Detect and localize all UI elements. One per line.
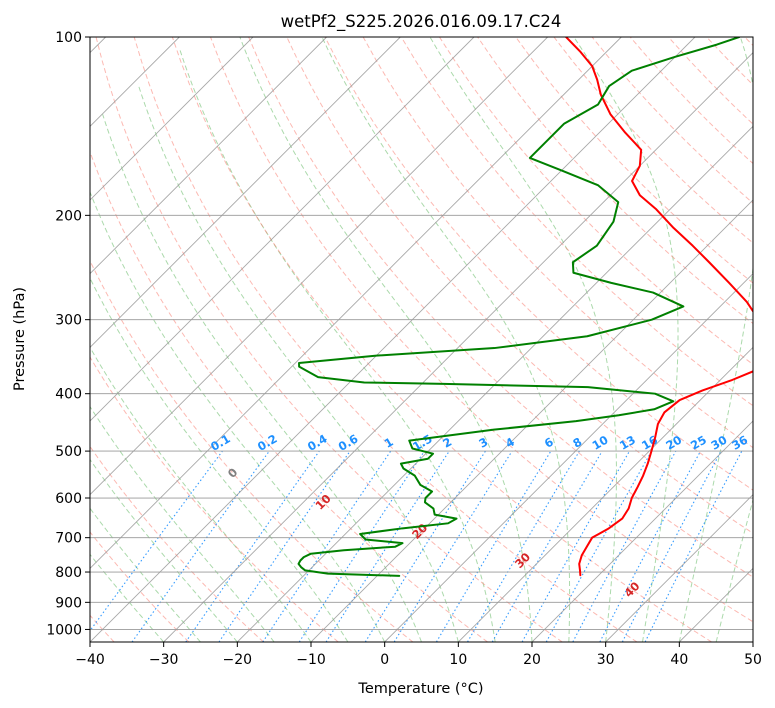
moist-adiabat-line xyxy=(321,37,571,642)
mixing-ratio-label: 10 xyxy=(590,433,611,453)
moist-adiabat-line xyxy=(715,498,753,642)
isotherm-line xyxy=(531,420,753,642)
x-tick-label: −40 xyxy=(75,652,105,668)
x-tick-label: 20 xyxy=(523,652,541,668)
y-axis: 100 200 300 400 500 600 700 800 900 1000 xyxy=(46,30,90,638)
y-tick-label: 200 xyxy=(55,208,82,224)
temperature-profile-line xyxy=(565,37,753,577)
x-tick-label: 30 xyxy=(597,652,615,668)
y-tick-label: 400 xyxy=(55,387,82,403)
moist-adiabat-line xyxy=(239,37,533,642)
isotherm-line xyxy=(90,37,475,422)
dry-adiabat-line xyxy=(90,445,264,642)
mixing-ratio-line xyxy=(262,450,392,642)
y-tick-label: 1000 xyxy=(46,622,82,638)
isotherm-line xyxy=(458,346,753,642)
dry-adiabat-line xyxy=(171,37,712,642)
isotherm-line xyxy=(90,37,696,642)
dry-adiabat-line xyxy=(400,37,753,407)
mixing-ratio-line xyxy=(325,450,450,642)
mixing-ratio-line xyxy=(644,450,743,642)
mixing-ratio-label: 13 xyxy=(617,433,638,453)
x-axis-label: Temperature (°C) xyxy=(357,681,483,697)
dry-adiabat-line xyxy=(439,37,753,366)
isotherm-line xyxy=(90,37,327,275)
plot-area: 0.10.20.40.611.52346810131620253036-100-… xyxy=(90,37,753,642)
mixing-ratio-line xyxy=(393,450,513,642)
moist-adiabat-line xyxy=(137,83,459,642)
moist-adiabat-line xyxy=(573,37,679,642)
y-tick-label: 100 xyxy=(55,30,82,46)
x-tick-label: 50 xyxy=(744,652,762,668)
x-tick-label: −30 xyxy=(149,652,179,668)
moist-adiabat-line xyxy=(90,507,201,642)
dewpoint-profile-line xyxy=(297,37,741,577)
mixing-ratio-line xyxy=(521,450,630,642)
mixing-ratio-line xyxy=(90,450,223,632)
isotherm-line xyxy=(237,125,753,642)
mixing-ratio-line xyxy=(545,450,653,642)
dry-adiabat-line xyxy=(95,37,563,642)
mixing-ratio-label: 30 xyxy=(709,433,730,453)
mixing-ratio-line xyxy=(218,450,351,642)
moist-adiabat-line xyxy=(90,458,238,642)
x-tick-label: 40 xyxy=(670,652,688,668)
isotherm-line xyxy=(90,37,622,569)
dry-adiabat-line xyxy=(248,37,753,578)
isotherm-line xyxy=(310,199,753,642)
x-tick-label: 0 xyxy=(380,652,389,668)
dry-adiabat-line xyxy=(90,356,339,642)
x-tick-label: −10 xyxy=(296,652,326,668)
mixing-ratio-label: 36 xyxy=(729,433,750,453)
isotherm-line xyxy=(163,52,753,642)
profile-series xyxy=(297,37,753,577)
moist-adiabat-line xyxy=(179,49,496,642)
dry-adiabat-line xyxy=(515,37,753,284)
y-tick-label: 800 xyxy=(55,565,82,581)
y-tick-label: 600 xyxy=(55,491,82,507)
moist-adiabat-line xyxy=(90,405,275,642)
mixing-ratio-line xyxy=(131,450,270,642)
mixing-ratio-line xyxy=(298,450,425,642)
plot-frame xyxy=(89,36,754,643)
x-tick-label: −20 xyxy=(223,652,253,668)
x-axis: −40 −30 −20 −10 0 10 20 30 40 50 xyxy=(75,642,762,668)
isotherm-line xyxy=(90,37,254,201)
y-axis-label: Pressure (hPa) xyxy=(12,287,28,391)
moist-adiabats xyxy=(90,37,753,642)
moist-adiabat-line xyxy=(90,190,386,642)
moist-adiabat-line xyxy=(102,114,422,642)
y-tick-label: 300 xyxy=(55,313,82,329)
mixing-ratio-lines xyxy=(90,450,743,642)
dry-adiabat-line xyxy=(90,531,190,642)
mixing-ratio-line xyxy=(572,450,677,642)
isotherm-line xyxy=(384,273,753,642)
isotherm-line xyxy=(605,494,753,642)
isotherm-line xyxy=(90,37,548,496)
dry-adiabat-line xyxy=(324,37,753,491)
chart-title: wetPf2_S225.2026.016.09.17.C24 xyxy=(281,12,562,32)
y-tick-label: 700 xyxy=(55,531,82,547)
y-tick-label: 900 xyxy=(55,595,82,611)
y-tick-label: 500 xyxy=(55,444,82,460)
mixing-ratio-label: 20 xyxy=(663,433,684,453)
moist-adiabat-line xyxy=(429,37,617,642)
mixing-ratio-label: 25 xyxy=(688,433,709,453)
isotherm-line xyxy=(90,37,401,348)
dry-adiabat-line xyxy=(210,37,753,623)
dry-adiabat-line xyxy=(133,37,638,642)
mixing-ratio-line xyxy=(185,450,320,642)
dry-adiabat-line xyxy=(90,150,488,642)
isotherms xyxy=(90,37,753,642)
x-tick-label: 10 xyxy=(449,652,467,668)
